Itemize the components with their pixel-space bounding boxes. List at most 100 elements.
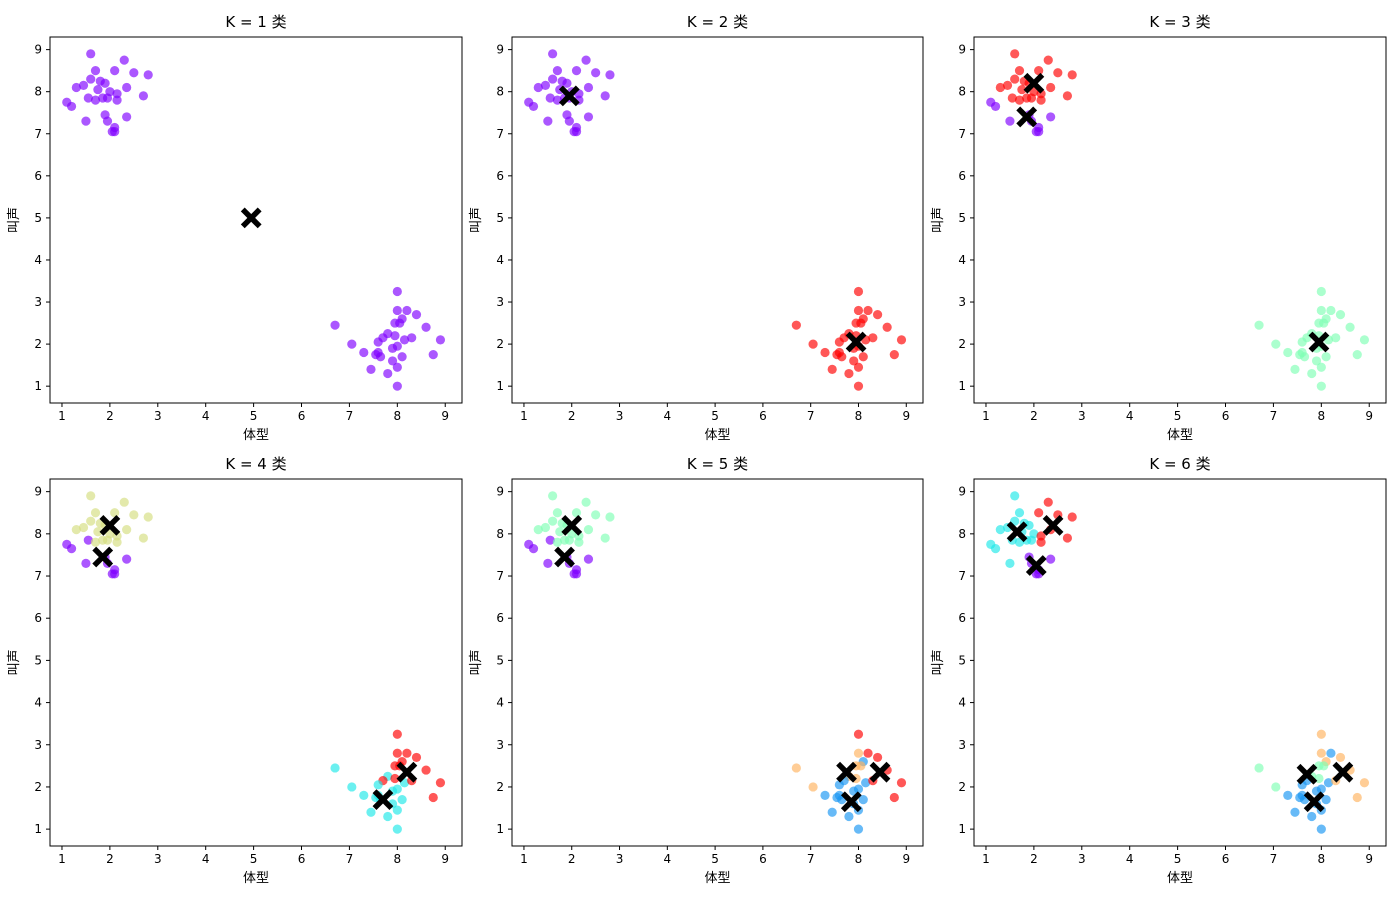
data-point [1062, 533, 1073, 543]
x-tick-label: 8 [1318, 852, 1326, 866]
y-tick-label: 6 [496, 169, 504, 183]
y-tick-label: 1 [958, 379, 966, 393]
x-tick-label: 8 [855, 852, 863, 866]
data-point [435, 335, 446, 345]
data-point [1316, 381, 1326, 391]
data-point [863, 305, 873, 316]
data-point [1026, 93, 1037, 103]
x-tick-label: 2 [1030, 852, 1038, 866]
data-point [605, 70, 615, 80]
data-point [853, 729, 864, 739]
y-tick-label: 2 [496, 337, 504, 351]
data-point [102, 116, 113, 126]
data-point [1316, 729, 1326, 739]
data-point [1036, 537, 1046, 547]
data-point [66, 101, 77, 112]
data-point [990, 544, 1001, 554]
data-point [540, 80, 551, 90]
x-tick-label: 6 [1222, 852, 1230, 866]
data-point [552, 66, 563, 76]
data-point [1010, 491, 1020, 501]
y-tick-label: 4 [34, 253, 42, 267]
data-point [858, 352, 868, 362]
data-point [889, 792, 899, 803]
data-point [820, 790, 830, 800]
data-point [78, 80, 89, 90]
data-point [791, 763, 801, 773]
data-point [1002, 80, 1013, 90]
x-tick-label: 2 [106, 852, 114, 866]
data-point [856, 761, 866, 771]
x-tick-label: 6 [759, 409, 767, 423]
data-point [122, 554, 132, 564]
data-point [1043, 55, 1053, 65]
x-tick-label: 3 [616, 852, 624, 866]
data-point [1036, 95, 1046, 105]
y-axis-label: 叫声 [931, 207, 946, 233]
y-tick-label: 1 [34, 379, 42, 393]
data-point [1046, 554, 1056, 564]
data-point [1026, 535, 1037, 545]
x-tick-label: 1 [58, 852, 66, 866]
x-tick-label: 1 [982, 852, 990, 866]
data-point [1316, 305, 1326, 316]
data-point [122, 82, 132, 93]
data-point [820, 347, 830, 358]
centroid-marker [845, 331, 867, 353]
data-point [1014, 508, 1025, 518]
data-point [1335, 752, 1346, 763]
data-point [366, 364, 376, 374]
data-point [392, 381, 402, 391]
y-tick-label: 3 [496, 738, 504, 752]
centroid-marker [1303, 791, 1325, 813]
data-point [545, 535, 555, 545]
x-axis-label: 体型 [243, 871, 269, 886]
data-point [392, 305, 402, 316]
x-tick-label: 5 [711, 852, 719, 866]
data-point [1321, 794, 1331, 805]
x-tick-label: 2 [1030, 409, 1038, 423]
y-tick-label: 2 [34, 337, 42, 351]
y-tick-label: 3 [958, 295, 966, 309]
data-point [330, 320, 340, 330]
data-point [90, 66, 101, 76]
y-tick-label: 7 [34, 569, 42, 583]
data-point [86, 491, 96, 501]
data-point [421, 322, 431, 332]
data-point [399, 335, 410, 345]
data-point [990, 101, 1001, 112]
data-point [896, 778, 907, 788]
data-point [421, 765, 431, 775]
x-tick-label: 6 [759, 852, 767, 866]
y-tick-label: 4 [958, 253, 966, 267]
data-point [528, 101, 539, 112]
data-point [119, 497, 129, 507]
y-tick-label: 1 [496, 379, 504, 393]
data-point [1254, 763, 1264, 773]
y-tick-label: 6 [496, 611, 504, 625]
data-point [1335, 310, 1346, 320]
x-tick-label: 9 [902, 409, 910, 423]
data-point [83, 535, 93, 545]
data-point [533, 525, 543, 535]
data-point [1053, 68, 1063, 78]
y-axis-label: 叫声 [7, 207, 22, 233]
data-point [545, 93, 555, 103]
data-point [1007, 93, 1017, 103]
data-point [1307, 368, 1317, 379]
data-point [110, 569, 120, 579]
data-point [1297, 337, 1307, 347]
centroid-marker [1308, 331, 1330, 353]
data-point [868, 333, 878, 343]
data-point [600, 91, 610, 101]
data-point [808, 782, 818, 792]
subplot-title: K = 5 类 [687, 455, 748, 473]
data-point [110, 66, 120, 76]
y-tick-label: 3 [34, 738, 42, 752]
y-tick-label: 7 [34, 127, 42, 141]
data-point [574, 537, 584, 547]
y-tick-label: 2 [958, 780, 966, 794]
data-point [1352, 792, 1362, 803]
centroid-marker [372, 789, 394, 810]
y-tick-label: 5 [496, 211, 504, 225]
